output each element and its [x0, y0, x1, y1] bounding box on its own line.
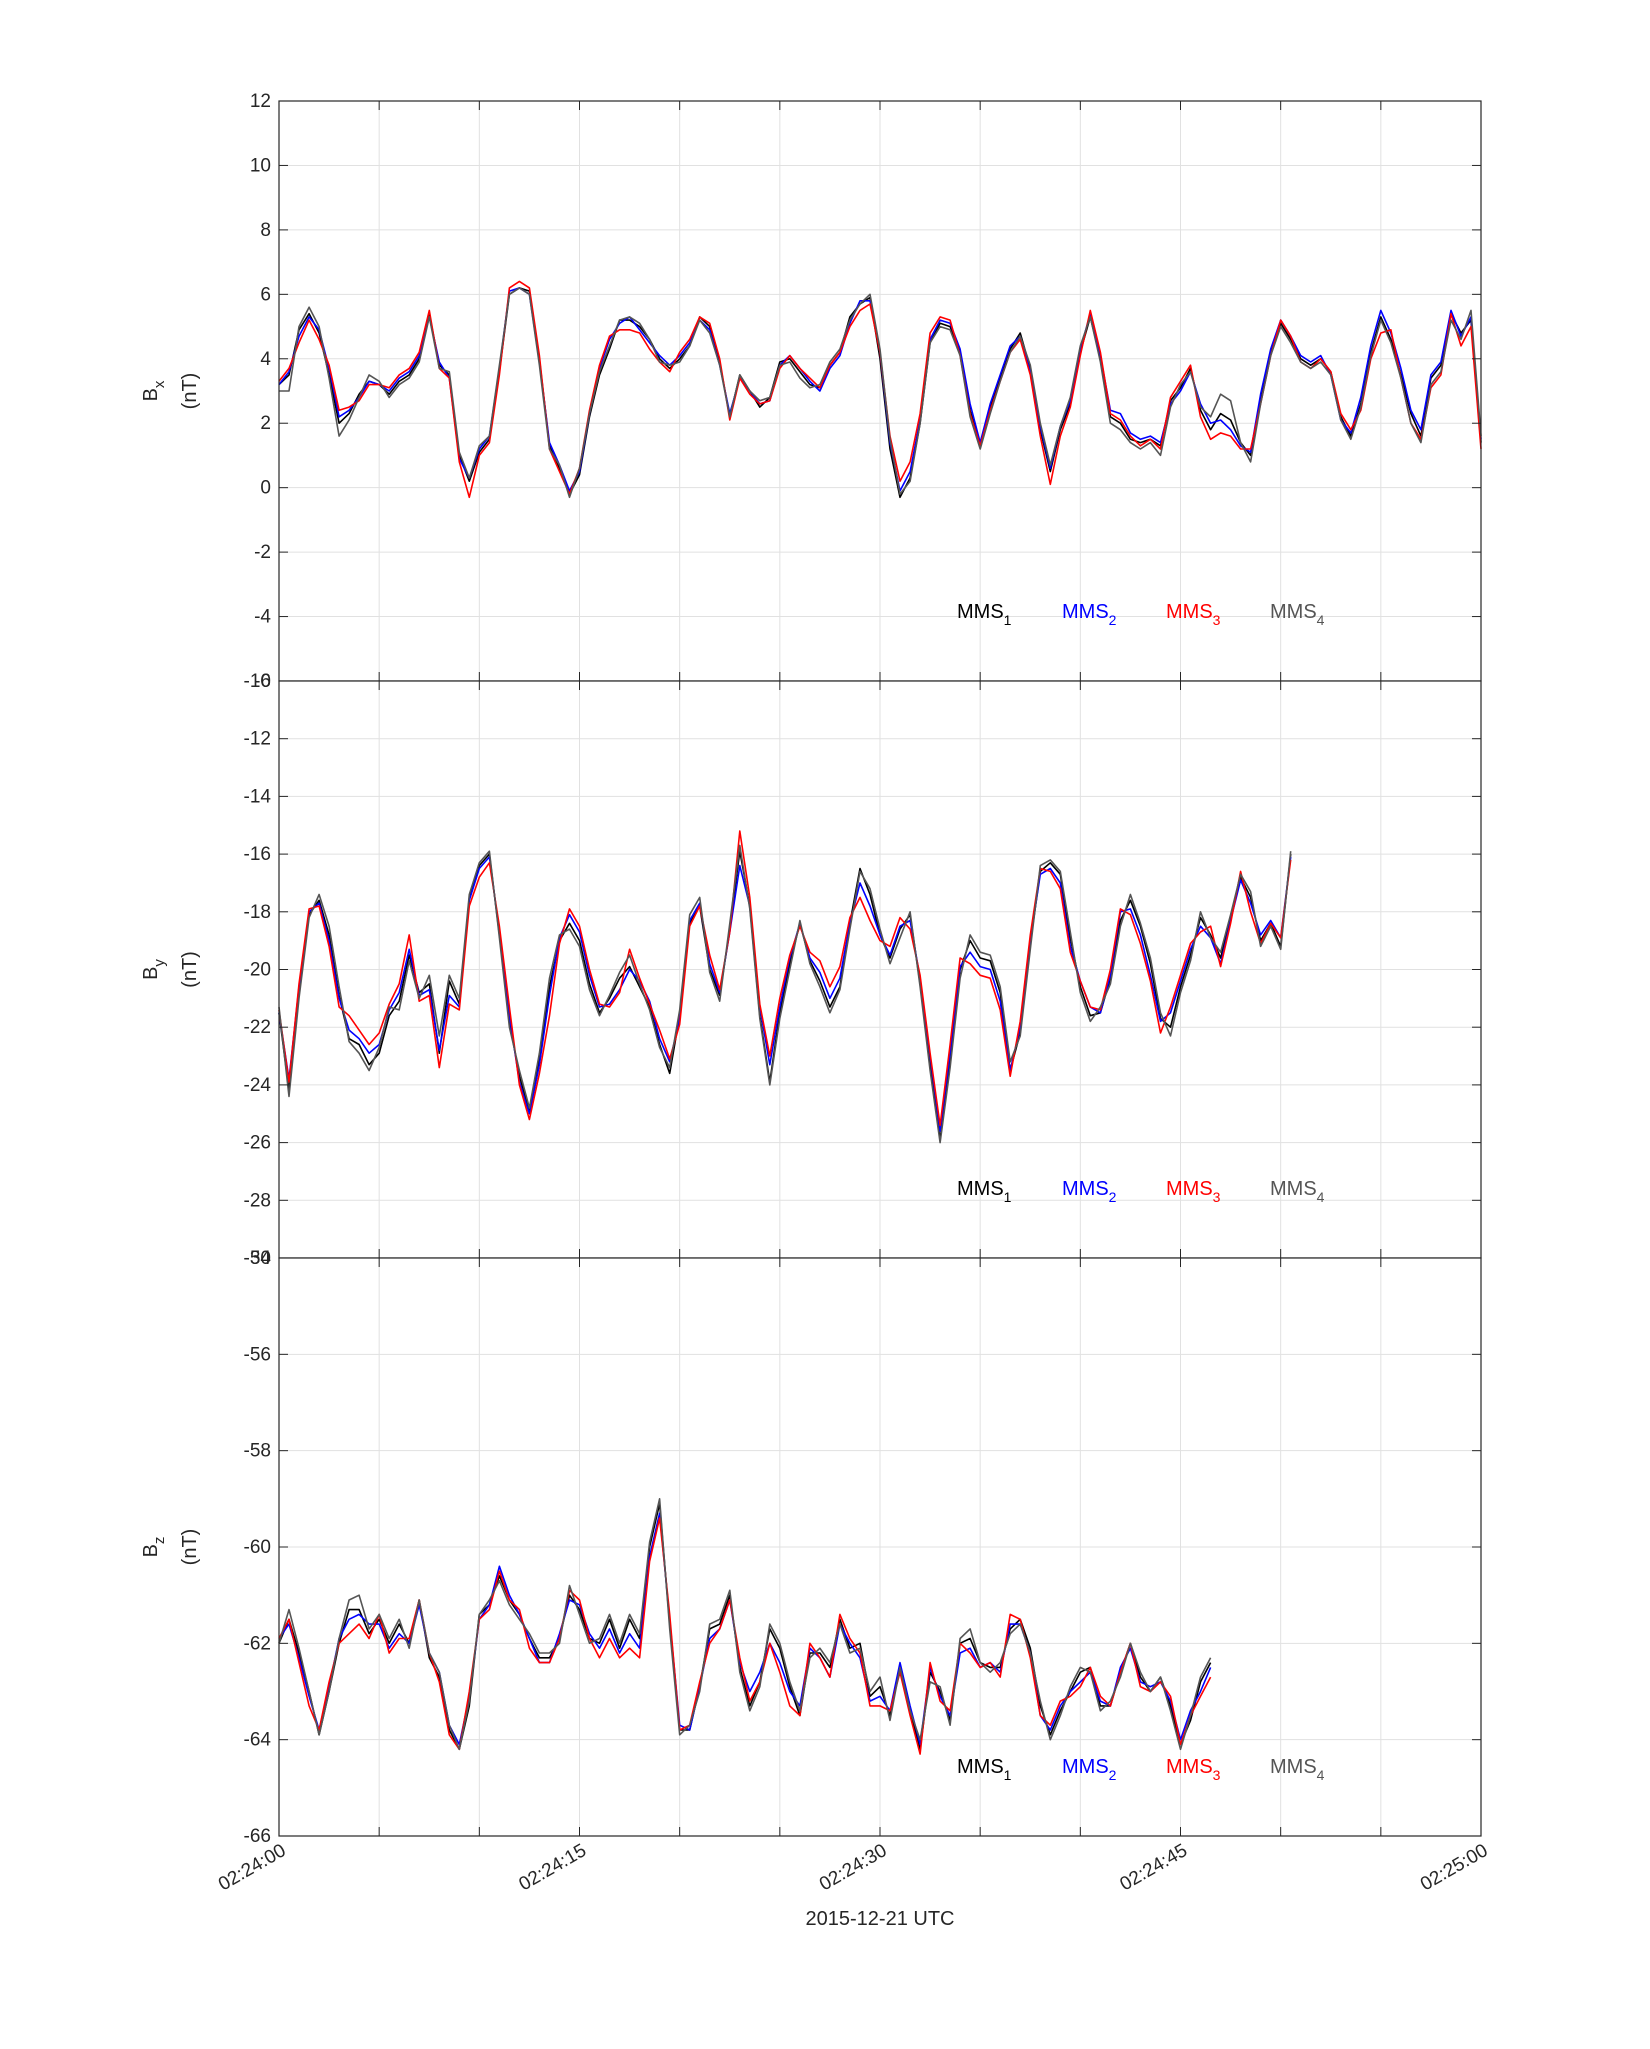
legend-label-sub: 4 — [1317, 1189, 1325, 1205]
y-axis-label: Bx — [140, 380, 168, 401]
series-line-mms2 — [278, 856, 1292, 1132]
x-tick-label: 02:24:45 — [1116, 1840, 1191, 1895]
y-tick-label: -20 — [244, 960, 271, 981]
legend-label: MMS — [1166, 1178, 1213, 1200]
legend-label: MMS — [1270, 601, 1317, 623]
y-tick-label: -30 — [244, 1248, 271, 1269]
y-axis-label: By — [140, 959, 168, 980]
legend-entry-mms4: MMS4 — [1270, 601, 1325, 628]
y-tick-label: -6 — [254, 671, 271, 692]
legend-entry-mms4: MMS4 — [1270, 1178, 1325, 1205]
x-tick-label: 02:24:30 — [816, 1840, 891, 1895]
legend-label-sub: 4 — [1317, 1767, 1325, 1783]
y-tick-label: -14 — [244, 786, 272, 807]
y-tick-label: 0 — [260, 478, 271, 499]
y-tick-label: -66 — [244, 1826, 271, 1847]
y-tick-label: -64 — [244, 1730, 272, 1751]
y-tick-label: -2 — [254, 542, 271, 563]
y-tick-label: 6 — [260, 284, 271, 305]
y-tick-label: 4 — [260, 349, 271, 370]
legend-entry-mms3: MMS3 — [1166, 1178, 1221, 1205]
y-tick-label: -18 — [244, 902, 271, 923]
y-tick-label: 10 — [250, 155, 271, 176]
y-tick-label: -56 — [244, 1344, 271, 1365]
legend-label-sub: 2 — [1109, 612, 1117, 628]
legend-label: MMS — [1062, 601, 1109, 623]
panel-by: -30 -28 -26 -24 -22 -20 -18 -16 -14 -12 -10 By (nT) M… — [140, 671, 1482, 1269]
y-tick-label: -12 — [244, 729, 271, 750]
y-tick-label: -28 — [244, 1190, 271, 1211]
y-tick-label: -22 — [244, 1017, 271, 1038]
y-axis-unit: (nT) — [179, 1529, 201, 1566]
y-tick-label: -10 — [244, 671, 271, 692]
legend-entry-mms1: MMS1 — [957, 601, 1012, 628]
y-tick-label: -16 — [244, 844, 271, 865]
y-tick-label: -26 — [244, 1133, 271, 1154]
x-tick-label: 02:25:00 — [1417, 1840, 1492, 1895]
y-axis-label-main: B — [140, 388, 162, 401]
y-tick-label: -4 — [254, 607, 271, 628]
legend-label-sub: 2 — [1109, 1767, 1117, 1783]
y-axis-unit: (nT) — [179, 373, 201, 410]
legend-label-sub: 1 — [1004, 612, 1012, 628]
legend-label-sub: 3 — [1213, 612, 1221, 628]
y-axis-unit: (nT) — [179, 951, 201, 988]
legend-entry-mms1: MMS1 — [957, 1756, 1012, 1783]
y-axis-label-sub: x — [151, 380, 168, 388]
series-line-mms4 — [278, 1498, 1212, 1751]
legend-entry-mms2: MMS2 — [1062, 1178, 1117, 1205]
legend-label-sub: 1 — [1004, 1767, 1012, 1783]
legend-label-sub: 3 — [1213, 1189, 1221, 1205]
y-axis-label-main: B — [140, 967, 162, 980]
legend-label: MMS — [1270, 1756, 1317, 1778]
y-tick-label: 8 — [260, 220, 271, 241]
legend-label: MMS — [1062, 1756, 1109, 1778]
x-tick-label: 02:24:15 — [515, 1840, 590, 1895]
x-tick-label: 02:24:00 — [215, 1840, 290, 1895]
series-line-mms1 — [278, 850, 1292, 1141]
legend-label: MMS — [1062, 1178, 1109, 1200]
legend-label: MMS — [957, 601, 1004, 623]
y-axis-label: Bz — [140, 1537, 168, 1558]
legend-entry-mms3: MMS3 — [1166, 601, 1221, 628]
legend-label-sub: 2 — [1109, 1189, 1117, 1205]
legend-label: MMS — [957, 1756, 1004, 1778]
y-tick-label: -24 — [244, 1075, 272, 1096]
legend-label: MMS — [1270, 1178, 1317, 1200]
y-axis-label-sub: y — [151, 959, 168, 967]
legend-entry-mms1: MMS1 — [957, 1178, 1012, 1205]
y-axis-label-sub: z — [151, 1537, 168, 1545]
legend-label: MMS — [1166, 601, 1213, 623]
legend-label: MMS — [957, 1178, 1004, 1200]
legend-label: MMS — [1166, 1756, 1213, 1778]
y-tick-label: -54 — [244, 1248, 272, 1269]
y-tick-label: -60 — [244, 1537, 271, 1558]
legend-entry-mms2: MMS2 — [1062, 601, 1117, 628]
series-line-mms3 — [278, 1517, 1212, 1755]
y-tick-label: -62 — [244, 1633, 271, 1654]
series-line-mms3 — [278, 830, 1292, 1127]
legend-entry-mms4: MMS4 — [1270, 1756, 1325, 1783]
legend-label-sub: 1 — [1004, 1189, 1012, 1205]
series-line-mms4 — [278, 844, 1292, 1144]
legend-label-sub: 3 — [1213, 1767, 1221, 1783]
x-axis-label: 2015-12-21 UTC — [806, 1908, 955, 1930]
y-tick-label: -58 — [244, 1441, 271, 1462]
legend-label-sub: 4 — [1317, 612, 1325, 628]
y-tick-label: 12 — [250, 91, 271, 112]
legend-entry-mms2: MMS2 — [1062, 1756, 1117, 1783]
series-line-mms4 — [279, 287, 1482, 499]
legend-entry-mms3: MMS3 — [1166, 1756, 1221, 1783]
y-tick-label: 2 — [260, 413, 271, 434]
y-axis-label-main: B — [140, 1544, 162, 1557]
